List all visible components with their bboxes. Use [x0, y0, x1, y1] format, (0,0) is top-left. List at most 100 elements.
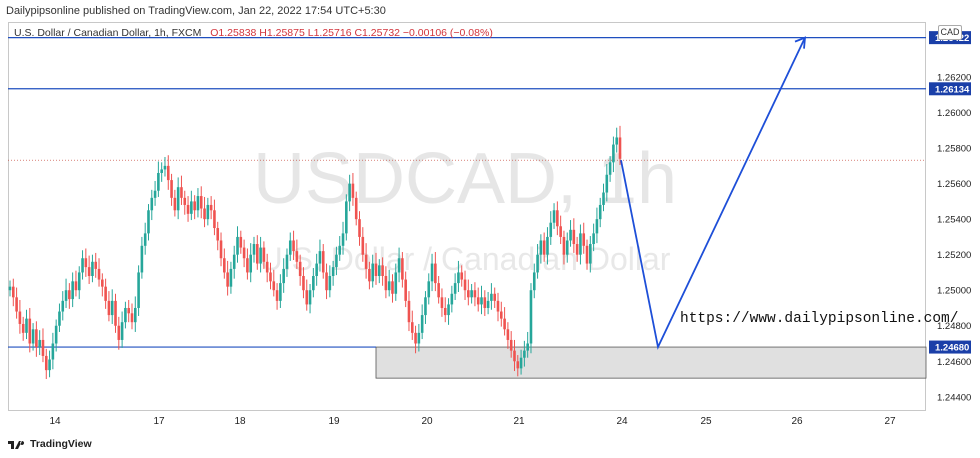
x-tick-label: 27: [884, 416, 896, 427]
publisher-bar: Dailypipsonline published on TradingView…: [0, 0, 980, 22]
candle-body: [470, 290, 473, 298]
candle-body: [414, 332, 417, 344]
candle-body: [371, 263, 375, 282]
candle-body: [503, 318, 506, 330]
candle-body: [556, 210, 559, 227]
candle-body: [272, 281, 276, 291]
candle-body: [288, 240, 292, 255]
currency-badge[interactable]: CAD: [938, 25, 962, 40]
candle-body: [38, 339, 41, 348]
candle-body: [292, 240, 295, 252]
candle-body: [232, 254, 236, 269]
candle-body: [598, 204, 602, 220]
candle-body: [140, 245, 144, 273]
candle-body: [321, 251, 325, 273]
candle-body: [318, 251, 322, 264]
candle-body: [15, 297, 18, 312]
candle-body: [420, 315, 424, 333]
candle-body: [249, 254, 253, 273]
candle-body: [612, 144, 615, 163]
candle-body: [434, 263, 437, 284]
x-tick-label: 24: [616, 416, 628, 427]
candle-body: [437, 283, 440, 298]
y-tick-label: 1.25000: [937, 286, 971, 297]
candle-body: [529, 290, 533, 344]
candle-body: [315, 263, 318, 277]
candle-body: [443, 307, 447, 316]
candle-body: [496, 300, 500, 312]
chart-frame[interactable]: [8, 22, 926, 411]
x-tick-label: 26: [791, 416, 803, 427]
candle-body: [61, 300, 65, 312]
candle-body: [173, 197, 177, 211]
candle-body: [18, 311, 22, 324]
candle-body: [331, 267, 335, 277]
candle-body: [476, 297, 480, 305]
candle-body: [305, 290, 309, 305]
candle-body: [539, 240, 543, 255]
candle-body: [166, 165, 170, 181]
candle-body: [391, 281, 394, 294]
candle-body: [295, 251, 299, 262]
candle-body: [242, 247, 246, 259]
candle-body: [569, 229, 572, 241]
projection-path[interactable]: [620, 37, 806, 350]
candle-body: [523, 350, 526, 358]
candle-body: [536, 254, 539, 273]
support-zone[interactable]: [375, 346, 927, 379]
candle-body: [203, 208, 206, 220]
x-tick-label: 20: [421, 416, 433, 427]
candle-body: [417, 332, 421, 344]
candle-body: [381, 265, 384, 277]
candle-body: [394, 272, 398, 294]
candle-body: [559, 226, 562, 237]
candle-body: [219, 240, 223, 259]
candle-body: [133, 307, 137, 323]
candle-body: [21, 323, 25, 333]
candle-body: [127, 307, 131, 314]
candle-body: [77, 272, 81, 291]
candle-body: [54, 325, 58, 344]
y-tick-label: 1.25600: [937, 179, 971, 190]
candle-body: [84, 258, 88, 268]
candle-body: [101, 279, 104, 287]
candle-body: [239, 236, 243, 248]
candle-body: [64, 290, 68, 301]
candle-body: [565, 240, 569, 255]
candle-body: [430, 263, 434, 282]
candle-body: [71, 281, 74, 300]
candle-body: [216, 228, 220, 241]
candle-body: [348, 183, 351, 202]
candle-body: [532, 272, 536, 291]
price-label-badge: [929, 340, 971, 354]
candle-body: [25, 318, 28, 333]
candle-body: [345, 201, 348, 234]
publisher-line: Dailypipsonline published on TradingView…: [6, 5, 386, 17]
candle-body: [298, 261, 302, 277]
candle-body: [160, 169, 163, 173]
url-annotation: https://www.dailypipsonline.com/: [680, 311, 958, 327]
candle-body: [180, 187, 183, 198]
candle-body: [87, 267, 91, 277]
x-tick-label: 18: [234, 416, 246, 427]
candle-body: [28, 318, 32, 344]
candle-body: [595, 219, 599, 234]
candle-body: [572, 229, 576, 245]
candle-body: [150, 197, 154, 211]
candle-body: [562, 236, 566, 255]
candle-body: [457, 272, 460, 284]
candle-body: [354, 197, 358, 220]
tradingview-footer[interactable]: TradingView: [8, 438, 92, 450]
x-tick-label: 14: [49, 416, 61, 427]
candle-body: [209, 204, 213, 211]
candle-body: [302, 276, 305, 291]
candle-body: [427, 281, 431, 298]
candle-body: [31, 329, 35, 344]
candle-body: [107, 300, 111, 316]
candle-body: [213, 210, 216, 229]
candle-body: [269, 272, 272, 282]
y-tick-label: 1.26000: [937, 108, 971, 119]
candle-body: [255, 244, 259, 264]
candle-body: [351, 183, 355, 198]
